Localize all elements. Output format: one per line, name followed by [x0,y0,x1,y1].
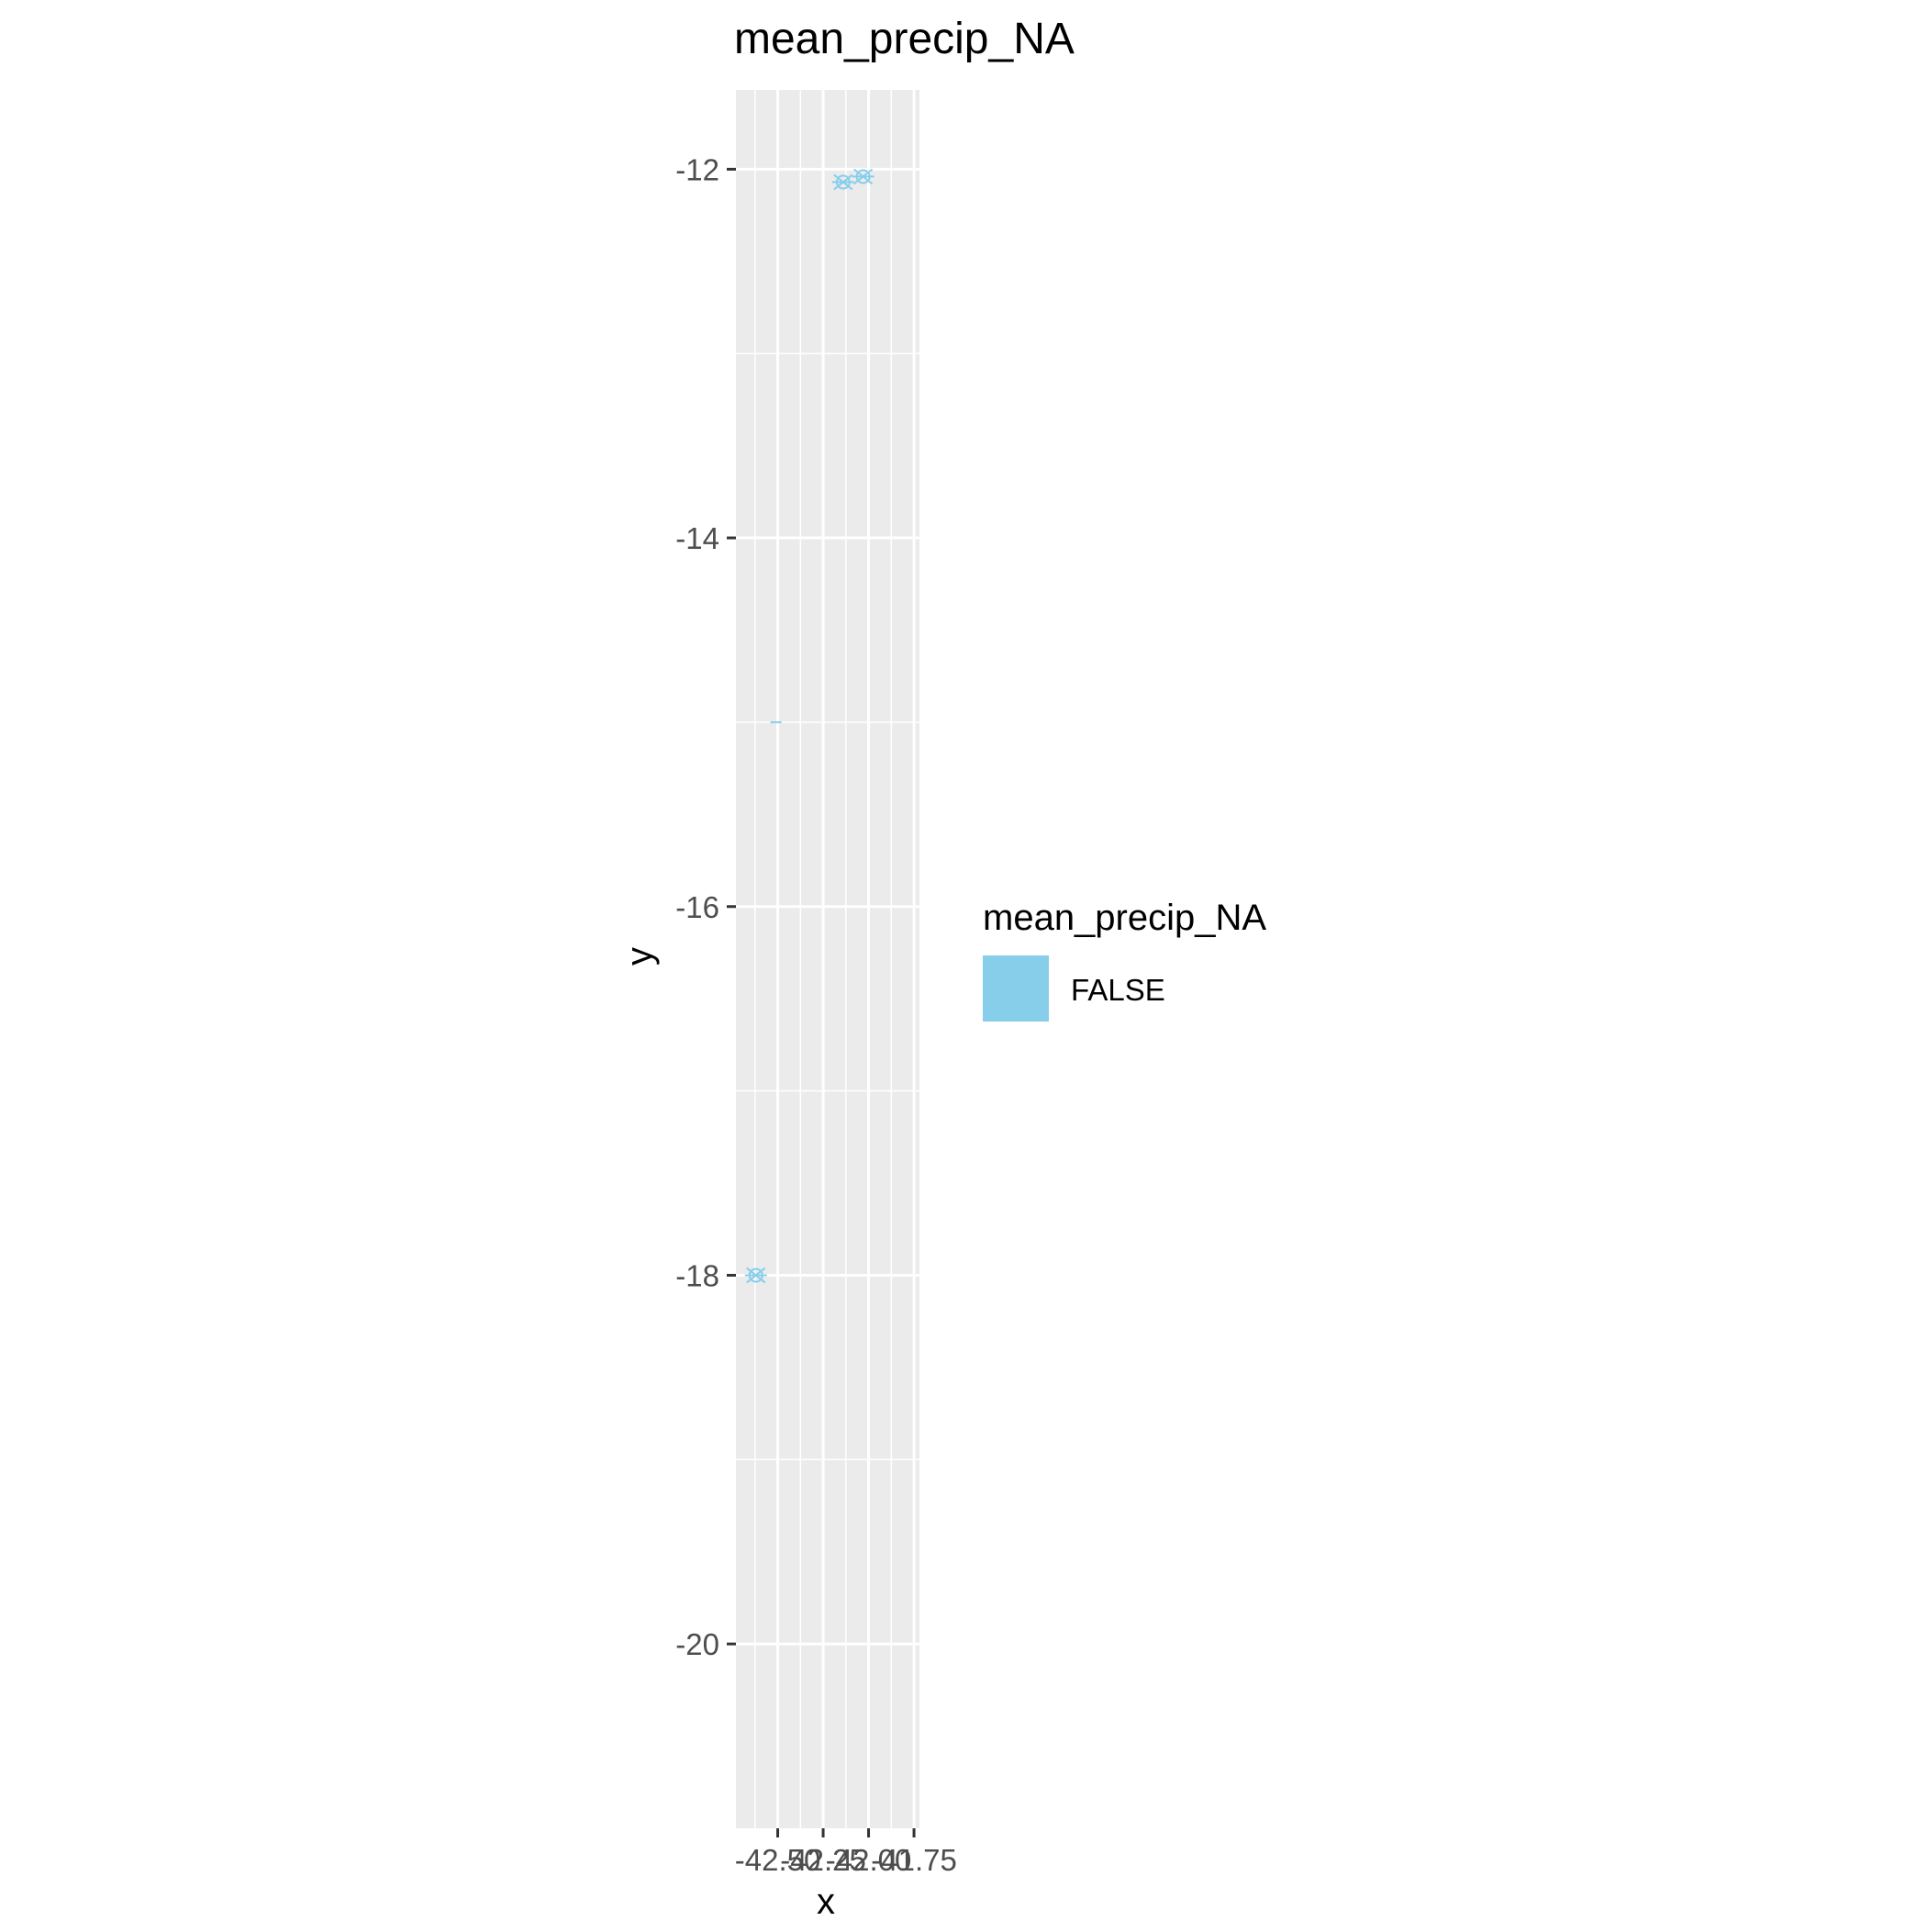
grid-minor [736,90,919,1828]
data-mark-outline [835,174,851,190]
plot-panel [736,90,919,1828]
y-tick-label: -16 [675,890,719,924]
y-tick-label: -12 [675,152,719,186]
chart-title: mean_precip_NA [734,15,1075,63]
x-axis: -42.50-42.25-42.00-41.75 [735,1828,957,1877]
y-axis-label: y [619,947,660,966]
legend-label-false: FALSE [1071,973,1165,1007]
data-mark [744,1267,767,1284]
legend-key-false [983,955,1049,1022]
data-mark-outline [748,1268,763,1283]
data-mark [852,168,874,185]
legend: mean_precip_NA FALSE [983,898,1266,1022]
grid-major [736,90,919,1828]
x-tick-label: -41.75 [871,1843,957,1877]
x-axis-label: x [817,1882,835,1922]
data-mark-outline [855,169,871,184]
y-tick-label: -20 [675,1627,719,1661]
x-tick-label: -42.00 [826,1843,912,1877]
y-axis: -12 -14 -16 -18 -20 [675,152,736,1661]
data-marks [744,168,874,1284]
data-mark [831,173,854,191]
y-tick-label: -18 [675,1258,719,1292]
legend-title: mean_precip_NA [983,898,1266,938]
x-tick-label: -42.50 [735,1843,821,1877]
y-tick-label: -14 [675,521,719,555]
x-tick-label: -42.25 [780,1843,866,1877]
